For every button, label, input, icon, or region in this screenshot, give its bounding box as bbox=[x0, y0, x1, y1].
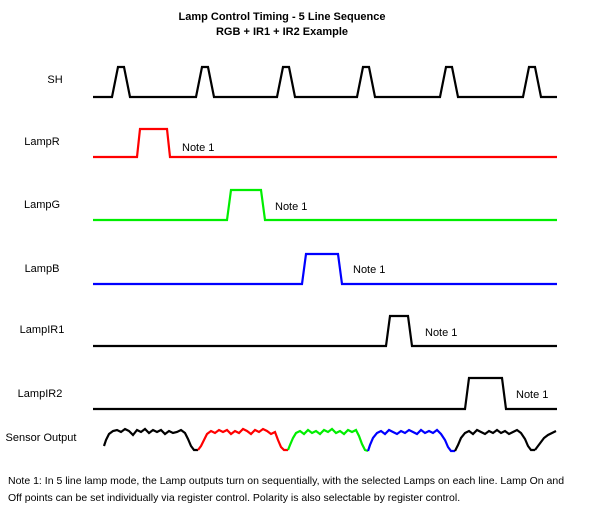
lampr-note: Note 1 bbox=[182, 142, 214, 154]
sensor-output-segment-2 bbox=[197, 427, 288, 452]
sensor-output-segment-3 bbox=[286, 427, 369, 453]
sh-waveform bbox=[93, 65, 557, 99]
diagram-title: Lamp Control Timing - 5 Line Sequence bbox=[179, 11, 386, 23]
signal-label-lampir1: LampIR1 bbox=[20, 324, 65, 336]
lampir2-note: Note 1 bbox=[516, 389, 548, 401]
sensor-output-segment-5 bbox=[454, 428, 535, 452]
footnote-text: Note 1: In 5 line lamp mode, the Lamp ou… bbox=[8, 475, 565, 504]
diagram-subtitle: RGB + IR1 + IR2 Example bbox=[216, 26, 348, 38]
lampb-waveform bbox=[93, 252, 557, 286]
lampir2-waveform bbox=[93, 376, 557, 411]
signal-label-lampg: LampG bbox=[24, 199, 60, 211]
signal-label-sh: SH bbox=[47, 74, 62, 86]
sensor-output-segment-4 bbox=[366, 428, 455, 453]
signal-label-lampb: LampB bbox=[25, 263, 60, 275]
sensor-output-segment-6 bbox=[534, 430, 557, 451]
lampg-note: Note 1 bbox=[275, 201, 307, 213]
signal-label-lampir2: LampIR2 bbox=[18, 388, 63, 400]
lampb-note: Note 1 bbox=[353, 264, 385, 276]
lampir1-waveform bbox=[93, 314, 557, 348]
sensor-output-segment-1 bbox=[102, 427, 198, 452]
lampr-waveform bbox=[93, 127, 557, 159]
signal-label-sensor-output: Sensor Output bbox=[6, 432, 77, 444]
lampir1-note: Note 1 bbox=[425, 327, 457, 339]
signal-label-lampr: LampR bbox=[24, 136, 60, 148]
lampg-waveform bbox=[93, 188, 557, 222]
